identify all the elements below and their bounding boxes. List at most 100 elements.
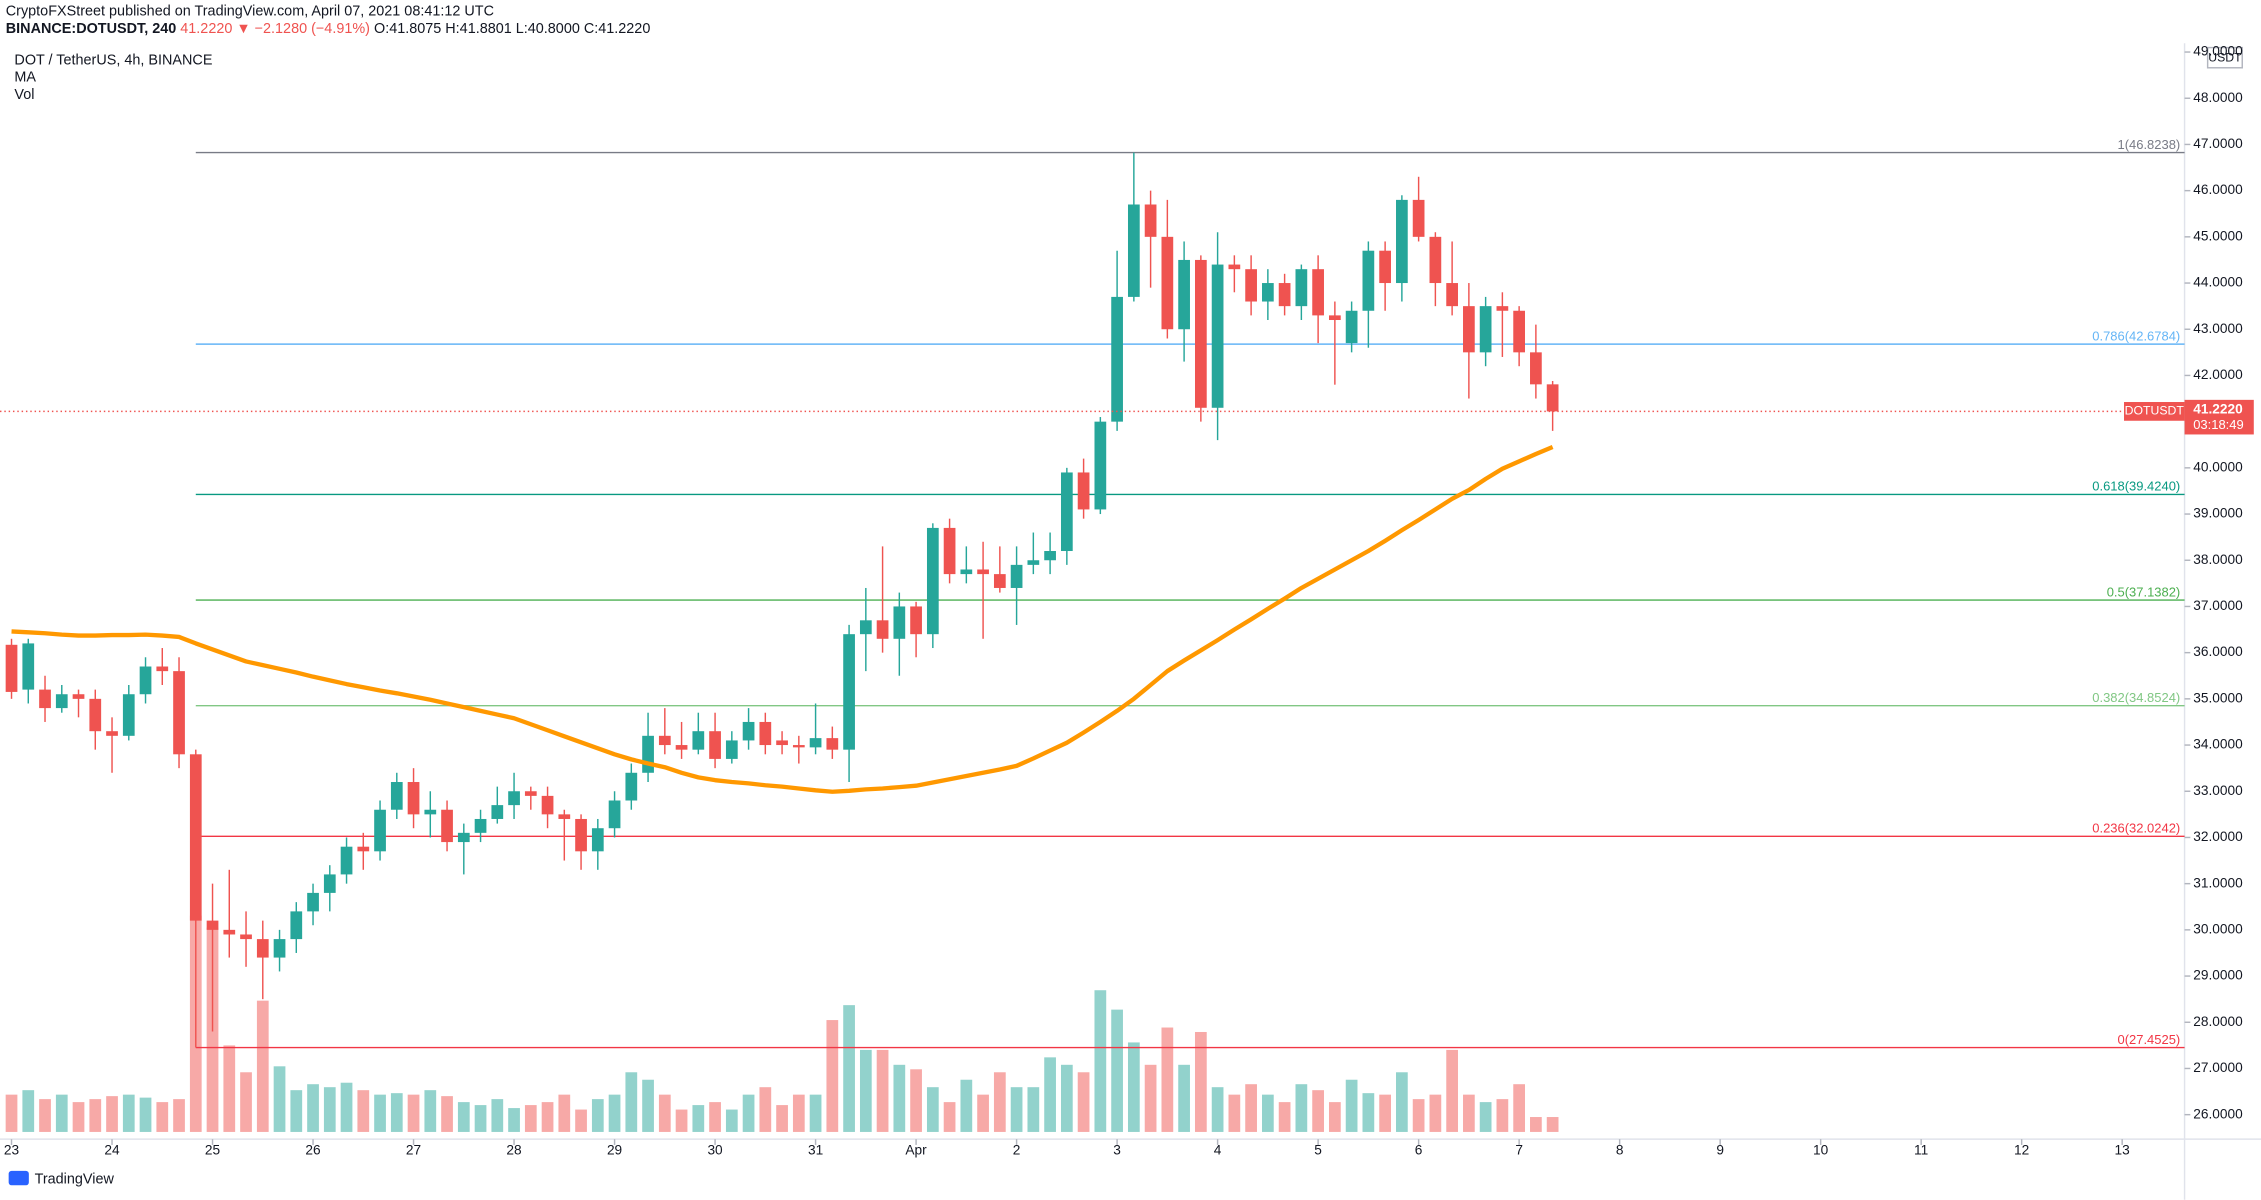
- candle-body: [474, 818, 487, 833]
- y-tick-label: 33.0000: [2193, 783, 2243, 798]
- price-box: [2184, 399, 2254, 435]
- volume-bar: [1245, 1084, 1257, 1132]
- indicator-label: MA: [14, 70, 36, 86]
- fib-label: 0.786(42.6784): [2092, 328, 2180, 343]
- candle-body: [441, 809, 453, 843]
- volume-bar: [1312, 1090, 1324, 1132]
- x-tick-label: 25: [205, 1142, 221, 1157]
- y-tick-label: 48.0000: [2193, 90, 2243, 105]
- candle-body: [424, 809, 437, 815]
- y-tick-label: 30.0000: [2193, 921, 2243, 936]
- volume-bar: [776, 1105, 788, 1132]
- last-change: 41.2220 ▼ −2.1280 (−4.91%): [180, 21, 370, 37]
- volume-bar: [1027, 1087, 1040, 1132]
- currency-label[interactable]: USDT: [2208, 51, 2242, 65]
- candle-body: [189, 754, 202, 921]
- volume-bar: [39, 1099, 51, 1132]
- volume-bar: [1228, 1094, 1241, 1132]
- candle-body: [910, 606, 922, 635]
- volume-bar: [1094, 990, 1107, 1132]
- volume-bar: [1496, 1099, 1509, 1132]
- x-tick-label: 2: [1013, 1142, 1021, 1157]
- candle-body: [1161, 236, 1174, 330]
- candle-body: [725, 740, 738, 759]
- logo-text[interactable]: TradingView: [35, 1171, 115, 1187]
- x-tick-label: 28: [506, 1142, 522, 1157]
- candle-body: [524, 791, 537, 796]
- x-tick-label: 29: [607, 1142, 622, 1157]
- candle-body: [1111, 296, 1123, 422]
- volume-bar: [591, 1099, 604, 1132]
- candle-body: [876, 620, 889, 639]
- candle-body: [323, 874, 336, 893]
- volume-bar: [960, 1079, 973, 1132]
- candle-body: [1429, 236, 1442, 284]
- y-tick-label: 37.0000: [2193, 598, 2243, 613]
- candle-body: [256, 939, 269, 958]
- candle-body: [22, 643, 35, 690]
- logo-icon[interactable]: [8, 1170, 29, 1186]
- currency-box[interactable]: [2206, 46, 2243, 69]
- volume-bar: [709, 1102, 721, 1132]
- x-tick-label: 26: [305, 1142, 321, 1157]
- volume-bar: [508, 1108, 520, 1132]
- ohlc: O:41.8075 H:41.8801 L:40.8000 C:41.2220: [374, 21, 650, 37]
- candle-body: [1278, 283, 1291, 307]
- y-tick-label: 42.0000: [2193, 367, 2243, 382]
- volume-bar: [307, 1084, 319, 1132]
- volume-bar: [1178, 1064, 1190, 1132]
- volume-bar: [1010, 1087, 1023, 1132]
- volume-bar: [1295, 1084, 1308, 1132]
- volume-bar: [524, 1105, 537, 1132]
- volume-bar: [89, 1099, 102, 1132]
- volume-bar: [1362, 1093, 1375, 1132]
- symbol-label: DOT / TetherUS, 4h, BINANCE: [14, 52, 212, 68]
- volume-bar: [742, 1094, 755, 1132]
- candle-body: [1127, 204, 1140, 297]
- candle-body: [625, 772, 638, 801]
- last-price-label: 41.2220: [2193, 402, 2243, 417]
- volume-bar: [692, 1105, 705, 1132]
- y-tick-label: 28.0000: [2193, 1014, 2243, 1029]
- volume-bar: [675, 1109, 688, 1132]
- y-tick-label: 44.0000: [2193, 275, 2243, 290]
- candle-body: [1345, 310, 1358, 344]
- candle-body: [742, 721, 755, 741]
- y-tick-label: 29.0000: [2193, 968, 2243, 983]
- candle-body: [1546, 384, 1559, 412]
- candle-body: [692, 731, 705, 750]
- volume-bar: [1429, 1094, 1442, 1132]
- candle-body: [1044, 551, 1056, 561]
- x-tick-label: 27: [406, 1142, 421, 1157]
- candle-body: [759, 721, 772, 746]
- volume-bar: [374, 1094, 386, 1132]
- candle-body: [1412, 199, 1425, 237]
- y-tick-label: 49.0000: [2193, 44, 2243, 59]
- x-tick-label: 8: [1616, 1142, 1624, 1157]
- candle-body: [943, 527, 956, 575]
- candle-body: [72, 694, 85, 699]
- volume-bar: [1194, 1031, 1207, 1132]
- candle-body: [55, 694, 68, 709]
- x-tick-label: 31: [808, 1142, 823, 1157]
- volume-bar: [223, 1045, 236, 1132]
- volume-bar: [1044, 1057, 1056, 1132]
- volume-bar: [558, 1094, 571, 1132]
- volume-bar: [843, 1005, 855, 1132]
- candle-body: [1077, 472, 1090, 510]
- volume-bar: [1111, 1009, 1123, 1132]
- logo[interactable]: TradingView: [8, 1170, 115, 1187]
- volume-bar: [642, 1079, 654, 1132]
- fib-label: 0.618(39.4240): [2092, 479, 2180, 494]
- volume-bar: [173, 1099, 185, 1132]
- volume-bar: [658, 1094, 671, 1132]
- volume-bar: [55, 1094, 68, 1132]
- volume-bar: [826, 1020, 839, 1132]
- y-tick-label: 45.0000: [2193, 228, 2243, 243]
- candle-body: [843, 634, 855, 750]
- y-tick-label: 32.0000: [2193, 829, 2243, 844]
- volume-bar: [1329, 1102, 1341, 1132]
- candle-body: [273, 939, 286, 958]
- volume-bar: [759, 1087, 772, 1132]
